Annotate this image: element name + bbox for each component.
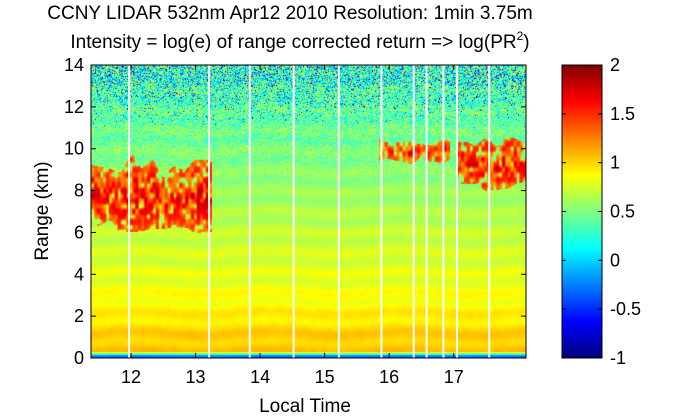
- plot-frame: [90, 64, 527, 359]
- y-tick-label: 2: [74, 306, 84, 326]
- y-tick-label: 6: [74, 222, 84, 242]
- x-tick-label: 17: [444, 367, 464, 387]
- colorbar-ticks: -1 -0.5 0 0.5 1 1.5 2: [562, 55, 641, 368]
- x-tick-label: 14: [250, 367, 270, 387]
- colorbar-image-container: [562, 65, 602, 358]
- heatmap-image-container: [91, 65, 526, 358]
- x-axis-label: Local Time: [259, 396, 351, 417]
- colorbar-tick-label: 1.5: [610, 104, 635, 124]
- x-tick-label: 12: [121, 367, 141, 387]
- colorbar-tick-label: -0.5: [610, 299, 641, 319]
- title-line2-prefix: Intensity = log(e) of range corrected re…: [70, 32, 516, 53]
- colorbar-tick-label: 0.5: [610, 202, 635, 222]
- title-line2-suffix: ): [523, 32, 529, 53]
- x-axis-ticks: 12 13 14 15 16 17: [121, 65, 464, 387]
- colorbar-tick-label: 0: [610, 250, 620, 270]
- y-tick-label: 12: [64, 97, 84, 117]
- y-tick-label: 0: [74, 348, 84, 368]
- colorbar-tick-label: 2: [610, 55, 620, 75]
- y-tick-label: 10: [64, 139, 84, 159]
- y-axis-label: Range (km): [32, 161, 53, 260]
- x-tick-label: 16: [379, 367, 399, 387]
- x-tick-label: 15: [315, 367, 335, 387]
- y-tick-label: 8: [74, 181, 84, 201]
- y-tick-label: 14: [64, 55, 84, 75]
- chart-title-line2: Intensity = log(e) of range corrected re…: [70, 29, 529, 53]
- title-line2-superscript: 2: [517, 29, 524, 43]
- chart-title-line1: CCNY LIDAR 532nm Apr12 2010 Resolution: …: [47, 3, 532, 24]
- colorbar-tick-label: -1: [610, 348, 626, 368]
- colorbar-tick-label: 1: [610, 153, 620, 173]
- colorbar-canvas: [562, 65, 602, 358]
- data-gap-lines: [128, 65, 491, 358]
- x-tick-label: 13: [186, 367, 206, 387]
- y-tick-label: 4: [74, 264, 84, 284]
- heatmap-canvas: [91, 65, 526, 358]
- y-axis-ticks: 0 2 4 6 8 10 12 14: [64, 55, 526, 368]
